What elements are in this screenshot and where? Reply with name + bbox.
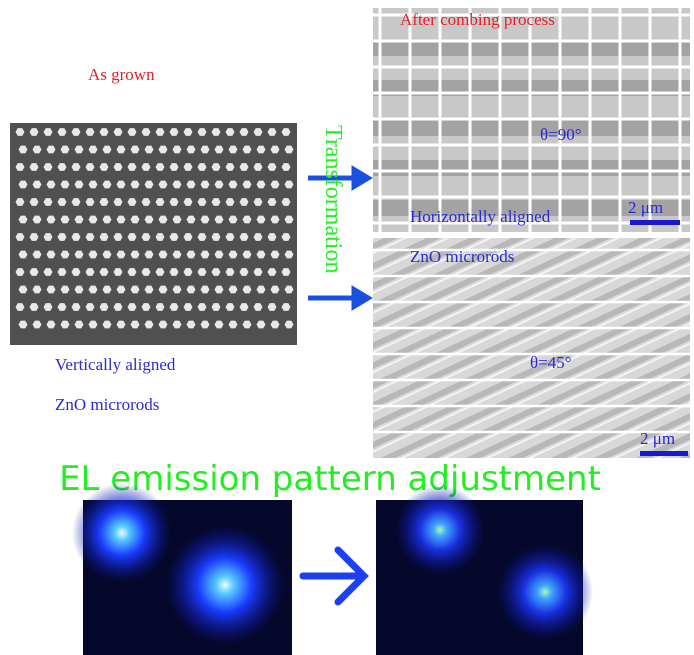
sem-45	[373, 238, 690, 458]
caption: Vertically aligned	[55, 355, 176, 374]
figure: As grown Vertically aligned ZnO microrod…	[0, 0, 694, 655]
as-grown-label: As grown	[88, 65, 155, 84]
angle: θ=45°	[530, 353, 572, 372]
arrow	[303, 550, 364, 602]
caption: ZnO microrods	[55, 395, 159, 414]
emission-spot	[72, 483, 172, 583]
sem-as-grown	[10, 123, 297, 345]
emission-spot	[165, 525, 285, 645]
scale-bar	[640, 451, 688, 456]
emission-spot	[395, 485, 485, 575]
emission-spot	[497, 544, 593, 640]
combing-label: After combing process	[400, 10, 555, 29]
angle: θ=90°	[540, 125, 582, 144]
caption: Horizontally aligned	[410, 207, 551, 226]
scale-bar	[630, 220, 680, 225]
transformation-label: Transformation	[320, 125, 346, 273]
scale-label: 2 μm	[640, 429, 675, 448]
scale-label: 2 μm	[628, 198, 663, 217]
caption: ZnO microrods	[410, 247, 514, 266]
